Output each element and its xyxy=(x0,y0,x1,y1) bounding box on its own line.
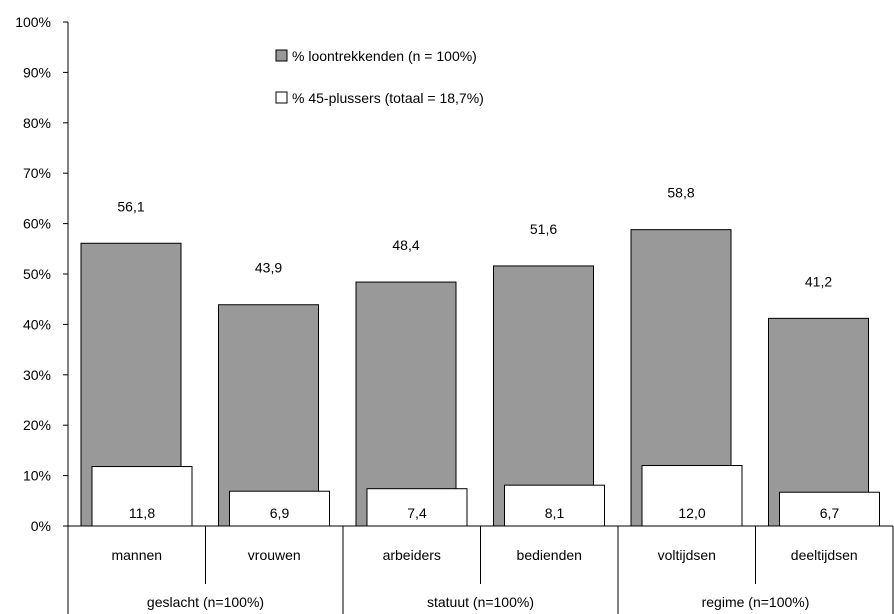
bar-value-label: 43,9 xyxy=(255,260,282,276)
bar-45-plussers xyxy=(641,465,743,527)
bar-value-label: 58,8 xyxy=(667,185,694,201)
bar-loontrekkenden xyxy=(218,304,319,527)
y-tick-label: 10% xyxy=(23,468,51,484)
y-axis: 0% 10% 20% 30% 40% 50% 60% 70% 80% 90% 100% xyxy=(15,14,69,534)
legend-swatch xyxy=(275,49,288,62)
bar-45-plussers xyxy=(91,466,193,527)
x-tick-label: deeltijdsen xyxy=(791,547,858,563)
bar-value-label: 48,4 xyxy=(392,237,419,253)
y-tick-label: 80% xyxy=(23,115,51,131)
bar-value-label: 8,1 xyxy=(545,505,565,521)
bar-value-label: 11,8 xyxy=(129,505,155,521)
bar-45-plussers xyxy=(229,490,330,527)
bar-value-label: 6,9 xyxy=(270,505,290,521)
legend-label: % 45-plussers (totaal = 18,7%) xyxy=(292,90,484,106)
bar-value-label: 41,2 xyxy=(805,273,832,289)
bar-value-label: 12,0 xyxy=(678,505,705,521)
legend-swatch xyxy=(275,91,288,104)
x-tick-label: bedienden xyxy=(517,547,582,563)
bar-45-plussers xyxy=(504,484,605,527)
y-tick-label: 40% xyxy=(23,316,51,332)
y-tick-label: 90% xyxy=(23,64,51,80)
y-tick-label: 60% xyxy=(23,216,51,232)
y-tick-label: 100% xyxy=(15,14,51,30)
y-tick-label: 20% xyxy=(23,417,51,433)
group-label: statuut (n=100%) xyxy=(427,594,534,610)
bar-45-plussers xyxy=(779,491,880,527)
x-axis: mannen vrouwen arbeiders bedienden voltijdse… xyxy=(67,525,894,614)
group-label: geslacht (n=100%) xyxy=(147,594,264,610)
x-tick-label: mannen xyxy=(111,547,162,563)
bar-value-label: 6,7 xyxy=(820,505,840,521)
bars: 56,1 11,8 43,9 6,9 48,4 7,4 51,6 8,1 58,8 12,0 41,… xyxy=(80,185,880,527)
bar-value-label: 7,4 xyxy=(407,505,427,521)
x-tick-label: vrouwen xyxy=(248,547,301,563)
legend: % loontrekkenden (n = 100%) % 45-plussers… xyxy=(275,48,484,106)
legend-label: % loontrekkenden (n = 100%) xyxy=(292,48,477,64)
y-tick-label: 0% xyxy=(31,518,51,534)
bar-loontrekkenden xyxy=(355,281,457,527)
x-tick-label: voltijdsen xyxy=(658,547,716,563)
group-label: regime (n=100%) xyxy=(702,594,810,610)
bar-value-label: 51,6 xyxy=(530,221,557,237)
y-tick-label: 30% xyxy=(23,367,51,383)
y-tick-label: 50% xyxy=(23,266,51,282)
bar-value-label: 56,1 xyxy=(117,198,144,214)
y-tick-label: 70% xyxy=(23,165,51,181)
bar-loontrekkenden xyxy=(493,265,594,527)
bar-loontrekkenden xyxy=(768,317,869,527)
x-tick-label: arbeiders xyxy=(383,547,441,563)
